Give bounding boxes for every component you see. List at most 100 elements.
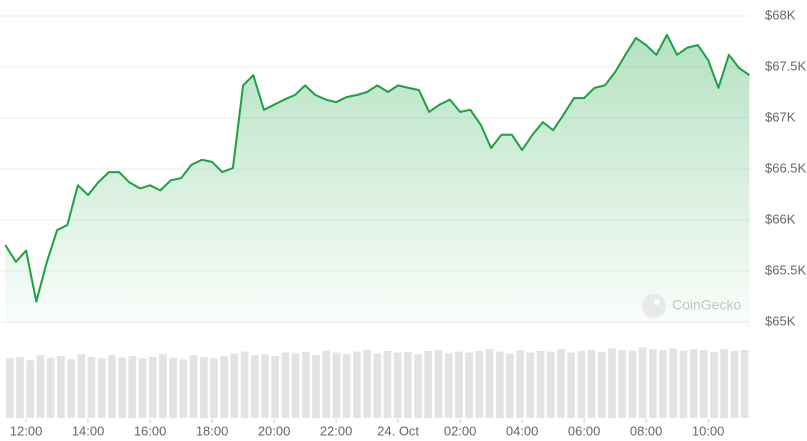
volume-bar <box>444 353 453 418</box>
volume-bar <box>577 350 586 418</box>
volume-bar <box>526 352 535 418</box>
volume-bar <box>189 355 198 418</box>
volume-bar <box>87 356 96 418</box>
y-tick-label: $65.5K <box>765 262 807 277</box>
watermark-logo <box>642 294 666 318</box>
volume-bar <box>669 348 678 418</box>
y-tick-label: $68K <box>765 7 796 22</box>
volume-bar <box>679 350 688 418</box>
volume-bar <box>516 350 524 418</box>
volume-bar <box>250 355 259 418</box>
volume-bar <box>352 351 361 418</box>
y-tick-label: $66K <box>765 211 796 226</box>
volume-bar <box>465 352 473 418</box>
volume-bar <box>587 350 596 418</box>
volume-bar <box>77 354 86 418</box>
volume-bar <box>557 349 565 418</box>
volume-bar <box>363 350 371 418</box>
volume-bar <box>322 350 331 418</box>
volume-bar <box>720 349 729 418</box>
volume-bar <box>179 359 188 418</box>
volume-bar <box>659 350 667 418</box>
volume-bar <box>455 351 463 418</box>
volume-bar <box>261 354 269 418</box>
x-tick-label: 24. Oct <box>377 423 419 438</box>
volume-bar <box>342 354 351 418</box>
volume-bar <box>220 355 229 418</box>
volume-bar <box>169 357 177 418</box>
volume-bar <box>638 347 647 418</box>
volume-bar <box>485 349 494 418</box>
y-tick-label: $65K <box>765 313 796 328</box>
plot <box>4 33 750 328</box>
volume-bar <box>710 351 718 418</box>
x-tick-label: 20:00 <box>258 423 291 438</box>
volume-bar <box>57 355 65 418</box>
x-tick-label: 12:00 <box>10 423 43 438</box>
x-tick-label: 18:00 <box>196 423 229 438</box>
watermark-logo-eye <box>654 299 660 305</box>
volume-bar <box>301 351 310 418</box>
volume-bar <box>67 359 75 418</box>
volume-bar <box>434 350 443 418</box>
volume-bar <box>495 351 504 418</box>
volume-bar <box>597 351 606 418</box>
volume-bar <box>210 358 218 418</box>
x-tick-label: 22:00 <box>320 423 353 438</box>
area <box>5 34 750 328</box>
watermark: CoinGecko <box>642 294 741 318</box>
volume-bar <box>97 358 106 418</box>
volume-bar <box>138 358 147 418</box>
x-tick-label: 02:00 <box>444 423 477 438</box>
volume-bar <box>373 353 382 418</box>
y-tick-label: $67K <box>765 109 796 124</box>
volume-bar <box>608 348 616 418</box>
volume-bar <box>159 354 167 418</box>
volume-bar <box>648 349 657 418</box>
volume-bar <box>271 355 280 418</box>
volume-bar <box>383 350 392 418</box>
volume-bar <box>404 351 412 418</box>
x-tick-label: 08:00 <box>630 423 663 438</box>
volume-bar <box>312 355 320 418</box>
volume-bar <box>240 351 249 418</box>
x-tick-label: 06:00 <box>568 423 601 438</box>
volume-bar <box>26 360 35 418</box>
volume-bar <box>414 354 422 418</box>
volume-bar <box>618 350 627 418</box>
price-line <box>4 33 750 303</box>
volume-bar <box>148 356 157 418</box>
volume-bar <box>6 358 14 418</box>
volume-bar <box>332 352 341 418</box>
volume-bar <box>230 353 239 418</box>
volume-bar <box>199 356 208 418</box>
volume <box>6 347 749 418</box>
volume-bar <box>506 353 514 418</box>
volume-bar <box>424 350 433 418</box>
volume-bar <box>740 350 749 418</box>
volume-bar <box>46 357 55 418</box>
watermark-text: CoinGecko <box>672 297 741 313</box>
volume-bar <box>281 352 290 418</box>
volume-bar <box>699 350 708 418</box>
volume-bar <box>628 350 637 418</box>
volume-bar <box>536 350 545 418</box>
x-tick-label: 04:00 <box>506 423 539 438</box>
volume-bar <box>36 355 45 418</box>
x-tick-label: 16:00 <box>134 423 167 438</box>
y-tick-label: $66.5K <box>765 160 807 175</box>
x-tick-label: 14:00 <box>72 423 105 438</box>
volume-bar <box>16 356 24 418</box>
volume-bar <box>475 350 484 418</box>
volume-bar <box>108 355 116 418</box>
volume-bar <box>118 357 126 418</box>
volume-bar <box>567 352 576 418</box>
y-tick-label: $67.5K <box>765 58 807 73</box>
volume-bar <box>393 352 402 418</box>
volume-bar <box>730 350 739 418</box>
volume-bar <box>291 353 300 418</box>
volume-bar <box>128 355 137 418</box>
volume-bar <box>689 349 698 418</box>
volume-bar <box>546 351 555 418</box>
